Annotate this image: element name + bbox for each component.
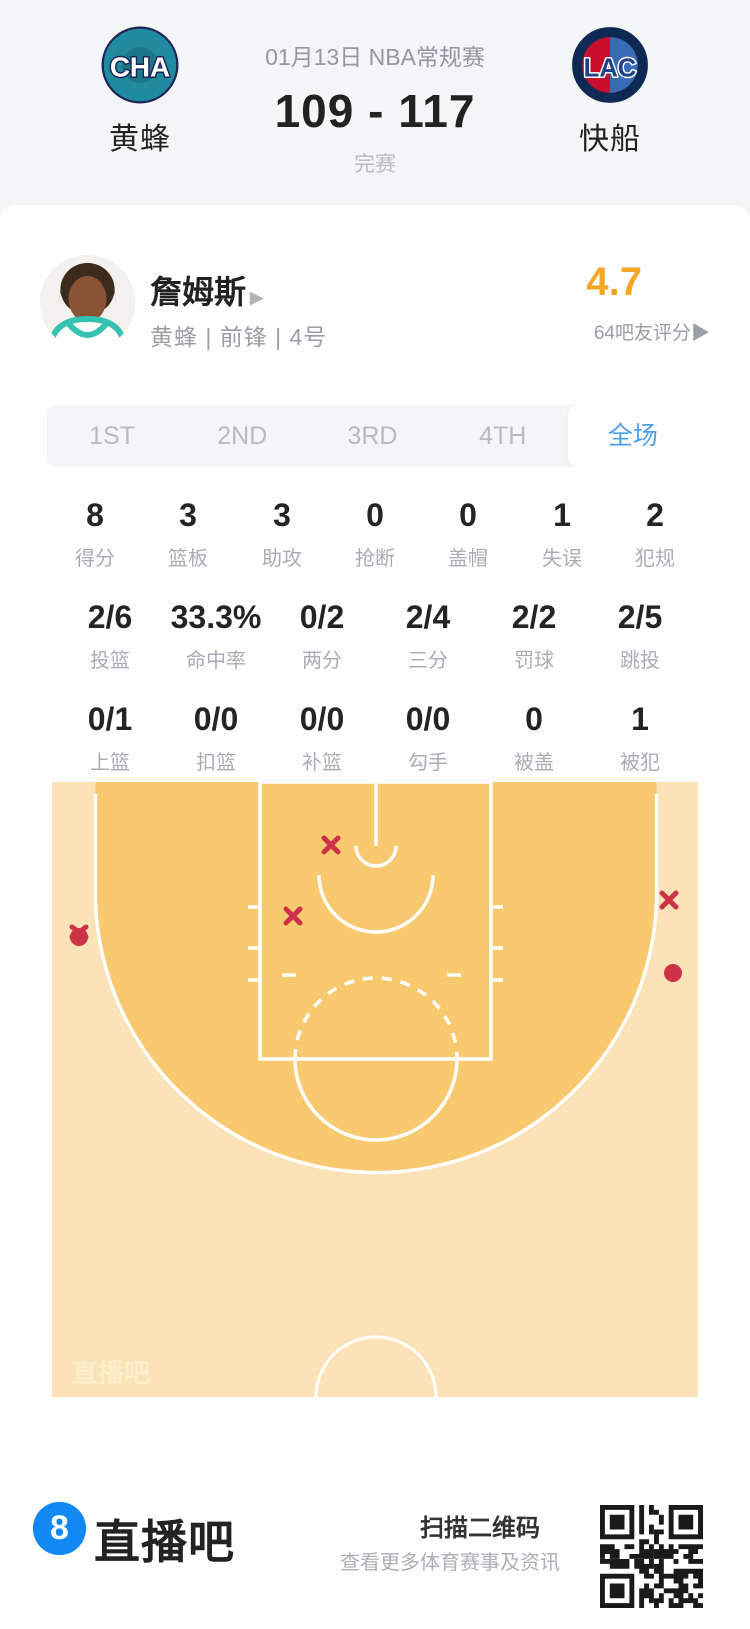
svg-text:LAC: LAC [584,55,637,83]
svg-text:直播吧: 直播吧 [72,1358,150,1388]
svg-text:8: 8 [50,1509,69,1547]
svg-text:CHA: CHA [110,52,170,83]
